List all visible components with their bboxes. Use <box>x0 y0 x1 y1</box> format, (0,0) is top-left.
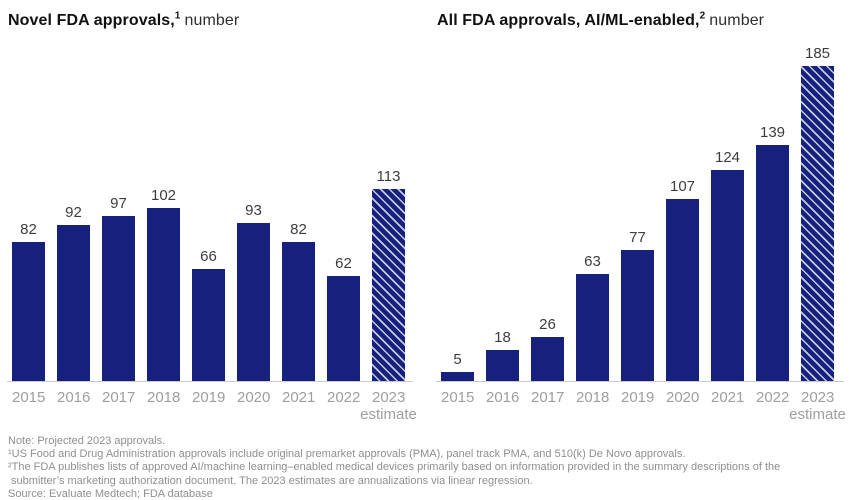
x-axis-label-2020: 2020 <box>237 389 271 406</box>
bar-value-label: 26 <box>539 316 556 333</box>
x-axis-label-2015: 2015 <box>441 389 475 406</box>
bar-2018: 63 <box>576 253 609 381</box>
bar-value-label: 77 <box>629 229 646 246</box>
note-line: ²The FDA publishes lists of approved AI/… <box>8 461 781 474</box>
bar-2019: 77 <box>621 229 654 381</box>
estimate-sublabel: estimate <box>360 406 417 423</box>
bar-2017: 97 <box>102 195 135 381</box>
bar-estimate-2023: 113 <box>372 168 405 381</box>
x-axis-label-2017: 2017 <box>102 389 136 406</box>
chart-title-unit: number <box>184 12 240 30</box>
bar-value-label: 18 <box>494 329 511 346</box>
bar-value-label: 92 <box>65 204 82 221</box>
bar-value-label: 185 <box>804 45 831 62</box>
x-axis-label-2022: 2022 <box>327 389 361 406</box>
bar-value-label: 102 <box>150 187 177 204</box>
bar-2021: 82 <box>282 221 315 381</box>
chart-title-novel-fda-approvals: Novel FDA approvals,1 number <box>8 11 239 30</box>
chart-title-bold: Novel FDA approvals, <box>8 12 175 30</box>
plot-area-aiml: 5 18 26 63 77 107 124 139 185 <box>436 45 844 382</box>
bar-value-label: 63 <box>584 253 601 270</box>
estimate-sublabel: estimate <box>789 406 846 423</box>
x-axis-label-2018: 2018 <box>576 389 610 406</box>
x-axis-label-2022: 2022 <box>756 389 790 406</box>
bar-estimate-2023: 185 <box>801 45 834 381</box>
x-axis-label-2020: 2020 <box>666 389 700 406</box>
chart-title-bold: All FDA approvals, AI/ML-enabled, <box>437 12 700 30</box>
chart-title-aiml-fda-approvals: All FDA approvals, AI/ML-enabled,2 number <box>437 11 764 30</box>
bar-value-label: 124 <box>714 149 741 166</box>
x-axis-label-2015: 2015 <box>12 389 46 406</box>
note-line: submitter’s marketing authorization docu… <box>8 474 533 487</box>
bar-value-label: 113 <box>376 168 401 185</box>
x-axis-labels-novel: 2015 2016 2017 2018 2019 2020 2021 2022 2023 esti… <box>7 389 417 423</box>
bar-2022: 62 <box>327 255 360 381</box>
x-axis-labels-aiml: 2015 2016 2017 2018 2019 2020 2021 2022 2023 esti… <box>436 389 846 423</box>
chart-novel-fda-approvals: Novel FDA approvals,1 number 82 92 97 102 66 9… <box>7 0 417 432</box>
bar-2018: 102 <box>147 187 180 381</box>
bar-2019: 66 <box>192 248 225 381</box>
note-line: Source: Evaluate Medtech; FDA database <box>8 487 213 500</box>
note-line: Note: Projected 2023 approvals. <box>8 435 166 447</box>
bar-value-label: 82 <box>290 221 307 238</box>
bar-2017: 26 <box>531 316 564 381</box>
bar-value-label: 107 <box>669 178 696 195</box>
footnote-marker-1: 1 <box>174 11 181 22</box>
bar-2020: 107 <box>666 178 699 381</box>
chart-aiml-fda-approvals: All FDA approvals, AI/ML-enabled,2 number… <box>436 0 846 432</box>
bar-value-label: 97 <box>110 195 127 212</box>
bar-2016: 92 <box>57 204 90 381</box>
bar-2016: 18 <box>486 329 519 381</box>
x-axis-label-2017: 2017 <box>531 389 565 406</box>
bar-2021: 124 <box>711 149 744 381</box>
x-axis-label-2021: 2021 <box>282 389 316 406</box>
x-axis-label-2019: 2019 <box>192 389 226 406</box>
bar-2015: 5 <box>441 351 474 381</box>
x-axis-label-2016: 2016 <box>57 389 91 406</box>
bar-value-label: 62 <box>335 255 352 272</box>
bar-2022: 139 <box>756 124 789 381</box>
x-axis-label-2018: 2018 <box>147 389 181 406</box>
bar-value-label: 139 <box>759 124 786 141</box>
x-axis-label-2016: 2016 <box>486 389 520 406</box>
note-line: ¹US Food and Drug Administration approva… <box>8 448 686 461</box>
bar-2015: 82 <box>12 221 45 381</box>
chart-title-unit: number <box>709 12 765 30</box>
bar-value-label: 82 <box>20 221 37 238</box>
bar-value-label: 5 <box>453 351 462 368</box>
footnotes: Note: Projected 2023 approvals. ¹US Food … <box>8 435 853 500</box>
bar-value-label: 93 <box>245 202 262 219</box>
x-axis-label-2023: 2023 estimate <box>360 389 417 423</box>
x-axis-label-2019: 2019 <box>621 389 655 406</box>
bar-2020: 93 <box>237 202 270 381</box>
bar-value-label: 66 <box>200 248 217 265</box>
x-axis-label-2023: 2023 estimate <box>789 389 846 423</box>
x-axis-label-2021: 2021 <box>711 389 745 406</box>
footnote-marker-2: 2 <box>699 11 706 22</box>
plot-area-novel: 82 92 97 102 66 93 82 62 113 <box>7 60 413 382</box>
